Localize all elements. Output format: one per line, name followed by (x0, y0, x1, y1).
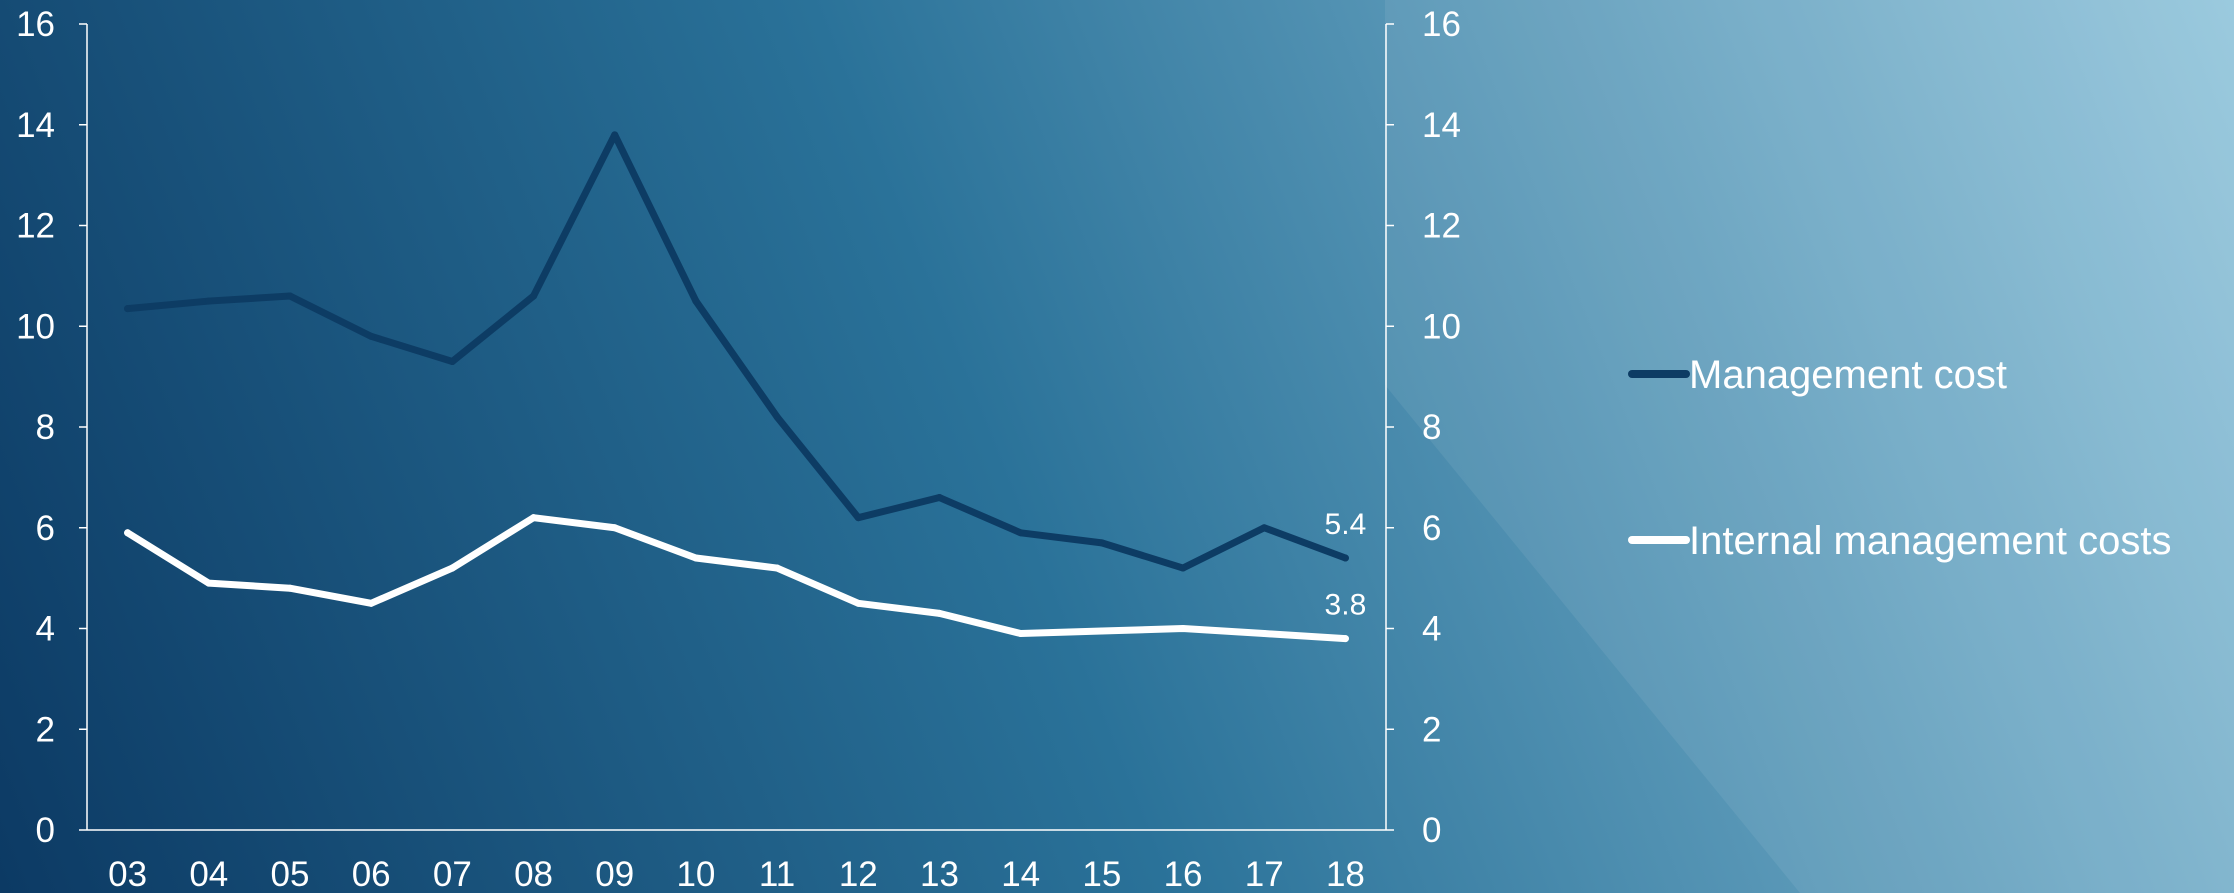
x-tick-label: 07 (433, 855, 472, 893)
data-point-internal-management-costs (1017, 630, 1025, 638)
data-point-internal-management-costs (935, 609, 943, 617)
data-point-management-cost (692, 297, 700, 305)
y-tick-label-left: 16 (16, 5, 55, 44)
x-tick-label: 10 (676, 855, 715, 893)
data-point-management-cost (1341, 554, 1349, 562)
data-point-management-cost (611, 131, 619, 139)
data-point-internal-management-costs (286, 584, 294, 592)
series-line-management-cost (124, 131, 1349, 572)
data-point-internal-management-costs (1341, 635, 1349, 643)
x-tick-label: 08 (514, 855, 553, 893)
data-point-internal-management-costs (367, 599, 375, 607)
data-point-internal-management-costs (773, 564, 781, 572)
y-tick-label-left: 4 (36, 610, 55, 649)
y-tick-label-left: 14 (16, 106, 55, 145)
data-point-internal-management-costs (611, 524, 619, 532)
data-point-internal-management-costs (854, 599, 862, 607)
x-tick-label: 03 (108, 855, 147, 893)
data-point-internal-management-costs (205, 579, 213, 587)
x-tick-label: 06 (352, 855, 391, 893)
data-point-management-cost (1179, 564, 1187, 572)
data-point-management-cost (448, 358, 456, 366)
data-point-internal-management-costs (530, 514, 538, 522)
x-tick-label: 12 (839, 855, 878, 893)
x-tick-label: 15 (1082, 855, 1121, 893)
data-point-internal-management-costs (1179, 625, 1187, 632)
background-light-facet (1385, 0, 2234, 893)
data-point-internal-management-costs (448, 564, 456, 572)
legend-label-internal-management-costs: Internal management costs (1689, 519, 2171, 563)
y-tick-label-right: 0 (1422, 811, 1441, 850)
data-label-management-cost: 5.4 (1325, 508, 1367, 541)
y-tick-label-right: 6 (1422, 509, 1441, 548)
data-point-management-cost (1017, 529, 1025, 537)
y-tick-label-left: 0 (36, 811, 55, 850)
y-tick-label-right: 16 (1422, 5, 1461, 44)
data-point-management-cost (1098, 539, 1106, 547)
legend-label-management-cost: Management cost (1689, 353, 2007, 397)
data-point-internal-management-costs (692, 554, 700, 562)
x-tick-label: 16 (1164, 855, 1203, 893)
y-tick-label-left: 12 (16, 207, 55, 246)
y-tick-label-right: 10 (1422, 307, 1461, 346)
data-point-internal-management-costs (1260, 630, 1268, 638)
axes: 0 0 2 2 4 4 6 6 8 8 10 10 12 12 14 14 16 16 03 04 05 06 07 08 09… (16, 5, 1461, 893)
data-point-management-cost (205, 297, 213, 305)
x-tick-label: 14 (1001, 855, 1040, 893)
x-tick-label: 11 (759, 855, 795, 893)
series-layer (124, 131, 1349, 643)
y-tick-label-left: 6 (36, 509, 55, 548)
data-point-management-cost (124, 305, 132, 313)
y-tick-label-left: 2 (36, 710, 55, 749)
x-tick-label: 04 (189, 855, 228, 893)
data-point-management-cost (935, 494, 943, 502)
y-tick-label-right: 12 (1422, 207, 1461, 246)
series-line-internal-management-costs (124, 514, 1349, 643)
data-label-internal-management-costs: 3.8 (1325, 589, 1367, 622)
x-tick-label: 09 (595, 855, 634, 893)
data-point-management-cost (773, 413, 781, 421)
legend: Management cost Internal management costs (1628, 353, 2171, 563)
y-tick-label-left: 10 (16, 307, 55, 346)
x-tick-label: 05 (271, 855, 310, 893)
data-labels: 5.4 3.8 (1325, 508, 1367, 622)
y-tick-label-right: 8 (1422, 408, 1441, 447)
x-tick-label: 18 (1326, 855, 1365, 893)
y-tick-label-right: 4 (1422, 610, 1441, 649)
data-point-management-cost (530, 292, 538, 300)
data-point-internal-management-costs (124, 529, 132, 537)
x-tick-label: 17 (1245, 855, 1284, 893)
y-tick-label-right: 2 (1422, 710, 1441, 749)
data-point-management-cost (854, 514, 862, 522)
data-point-management-cost (1260, 524, 1268, 532)
data-point-internal-management-costs (1098, 627, 1106, 635)
y-tick-label-right: 14 (1422, 106, 1461, 145)
data-point-management-cost (367, 332, 375, 340)
data-point-management-cost (286, 292, 294, 300)
x-tick-label: 13 (920, 855, 959, 893)
y-tick-label-left: 8 (36, 408, 55, 447)
